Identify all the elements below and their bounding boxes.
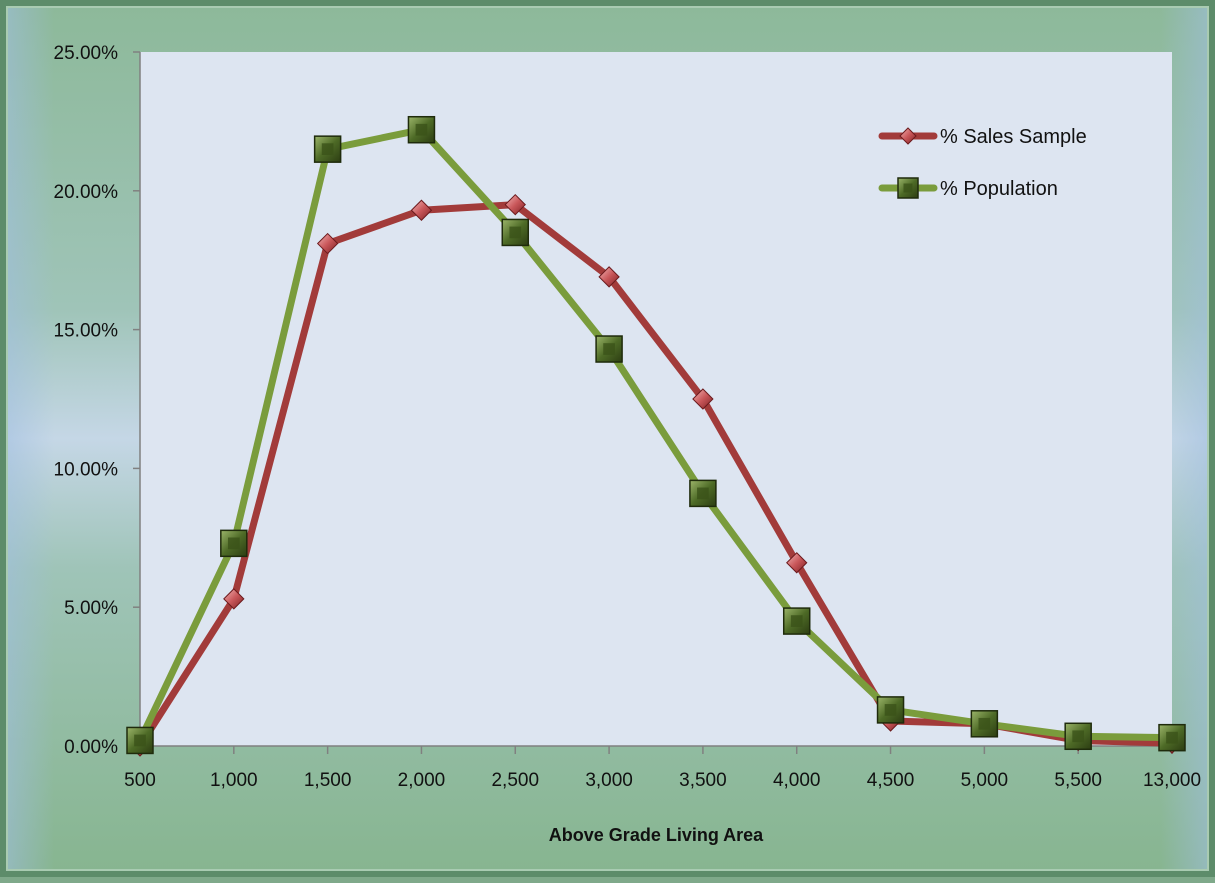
data-point-sales-sample [316,232,339,255]
y-tick-label: 0.00% [64,737,118,758]
x-tick-label: 500 [124,770,156,791]
plot-area [140,52,1172,746]
y-tick-label: 15.00% [54,321,119,342]
data-point-population [126,726,154,755]
data-point-sales-sample [786,552,808,574]
data-point-population [313,135,342,163]
data-point-population [501,218,530,247]
legend-marker [897,177,919,199]
x-tick-label: 1,500 [304,770,352,791]
y-tick-label: 10.00% [54,459,119,480]
data-point-population [407,115,436,144]
x-tick-label: 5,000 [961,770,1009,791]
data-point-population [1064,722,1092,751]
x-tick-label: 2,000 [398,770,446,791]
data-point-sales-sample [410,199,433,221]
x-tick-label: 3,500 [679,770,727,791]
legend-marker [899,127,917,145]
x-tick-label: 2,500 [491,770,539,791]
x-tick-label: 3,000 [585,770,633,791]
x-tick-label: 13,000 [1143,770,1201,791]
x-axis-title: Above Grade Living Area [549,825,764,845]
line-chart: 0.00% 5.00% 10.00% 15.00% 20.00% 25.00% 500 1,… [54,43,1202,845]
data-point-population [970,710,999,738]
data-point-population [220,529,248,558]
y-tick-label: 5.00% [64,598,118,619]
data-point-population [1158,723,1186,752]
legend-label: % Sales Sample [940,126,1087,148]
data-point-sales-sample [223,588,245,610]
data-point-population [876,696,905,724]
x-tick-label: 4,500 [867,770,915,791]
data-point-sales-sample [692,388,714,410]
y-tick-label: 20.00% [54,182,119,203]
y-tick-label: 25.00% [54,43,119,64]
x-tick-label: 1,000 [210,770,258,791]
x-tick-label: 5,500 [1054,770,1102,791]
legend: % Sales Sample % Population [878,126,1087,200]
x-axis: 500 1,000 1,500 2,000 2,500 3,000 3,500 4,000 4,… [124,745,1201,791]
data-point-population [689,479,717,508]
legend-label: % Population [940,178,1058,200]
series-layer [126,115,1186,757]
y-axis: 0.00% 5.00% 10.00% 15.00% 20.00% 25.00% [54,43,141,758]
data-point-sales-sample [504,193,526,216]
data-point-sales-sample [598,266,620,288]
series-line-population [136,126,1176,744]
data-point-population [595,335,623,363]
data-point-population [782,607,811,635]
x-tick-label: 4,000 [773,770,821,791]
